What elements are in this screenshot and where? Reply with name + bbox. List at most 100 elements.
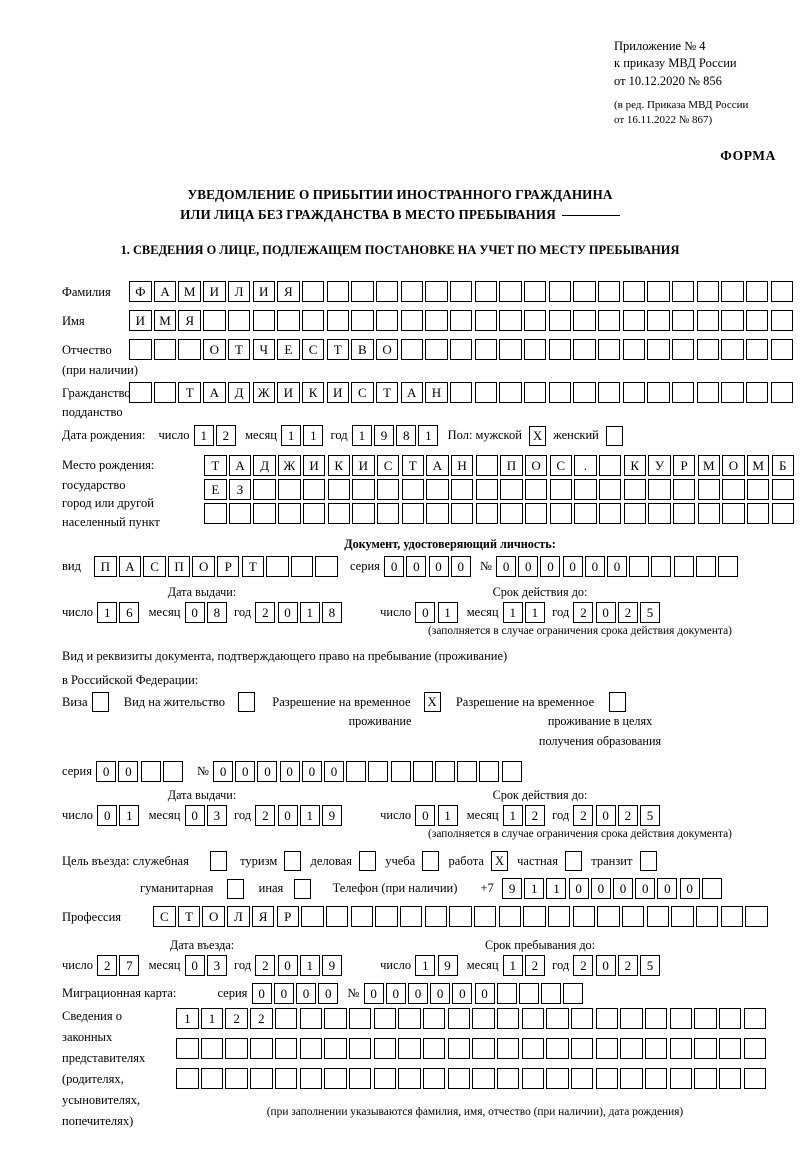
char-box[interactable]: 1 — [502, 955, 523, 976]
char-box[interactable] — [302, 479, 326, 500]
char-box[interactable] — [153, 382, 177, 403]
char-box[interactable]: Т — [178, 382, 201, 403]
char-box[interactable] — [697, 479, 720, 500]
char-box[interactable] — [401, 503, 424, 524]
char-box[interactable] — [572, 906, 595, 927]
char-box[interactable] — [375, 906, 398, 927]
char-box[interactable] — [570, 1008, 594, 1029]
char-box[interactable]: 2 — [250, 1008, 273, 1029]
char-box[interactable] — [375, 281, 399, 302]
char-box[interactable] — [301, 281, 325, 302]
char-box[interactable] — [500, 503, 523, 524]
char-box[interactable] — [496, 1068, 520, 1089]
char-box[interactable]: 1 — [437, 602, 458, 623]
char-box[interactable] — [447, 1068, 470, 1089]
char-box[interactable] — [671, 382, 695, 403]
char-box[interactable]: 2 — [573, 805, 594, 826]
char-box[interactable] — [598, 479, 622, 500]
char-box[interactable]: О — [203, 339, 226, 360]
char-box[interactable]: А — [203, 382, 226, 403]
char-box[interactable] — [373, 1008, 396, 1029]
char-box[interactable] — [541, 983, 562, 1004]
char-box[interactable] — [176, 1038, 199, 1059]
char-box[interactable] — [472, 1008, 495, 1029]
char-box[interactable]: С — [143, 556, 166, 577]
char-box[interactable] — [474, 339, 497, 360]
char-box[interactable]: 0 — [273, 983, 294, 1004]
birthplace-row-3-input[interactable] — [203, 503, 795, 524]
char-box[interactable] — [200, 1068, 224, 1089]
char-box[interactable]: Б — [771, 455, 794, 476]
char-box[interactable]: 0 — [296, 983, 316, 1004]
char-box[interactable] — [346, 761, 367, 782]
char-box[interactable] — [672, 479, 696, 500]
legal-rep-row-3-input[interactable] — [175, 1068, 767, 1089]
char-box[interactable]: А — [400, 382, 423, 403]
char-box[interactable] — [373, 1038, 396, 1059]
char-box[interactable] — [348, 1068, 372, 1089]
char-box[interactable]: Н — [425, 382, 448, 403]
char-box[interactable]: 0 — [540, 556, 561, 577]
char-box[interactable] — [644, 1008, 668, 1029]
char-box[interactable] — [474, 382, 497, 403]
char-box[interactable] — [523, 382, 547, 403]
char-box[interactable]: 0 — [257, 761, 278, 782]
char-box[interactable] — [523, 906, 546, 927]
char-box[interactable]: А — [153, 281, 177, 302]
char-box[interactable]: С — [549, 455, 572, 476]
char-box[interactable]: 0 — [184, 805, 205, 826]
char-box[interactable] — [570, 1038, 594, 1059]
char-box[interactable]: Т — [177, 906, 201, 927]
char-box[interactable] — [696, 310, 719, 331]
char-box[interactable] — [228, 503, 252, 524]
char-box[interactable]: С — [376, 455, 400, 476]
char-box[interactable]: 1 — [299, 955, 320, 976]
char-box[interactable] — [498, 906, 521, 927]
char-box[interactable] — [721, 281, 744, 302]
char-box[interactable] — [449, 281, 473, 302]
char-box[interactable] — [426, 503, 449, 524]
char-box[interactable]: 0 — [407, 983, 428, 1004]
char-box[interactable] — [327, 479, 350, 500]
char-box[interactable]: 1 — [200, 1008, 224, 1029]
char-box[interactable]: 1 — [524, 602, 545, 623]
char-box[interactable] — [647, 339, 670, 360]
visa-checkbox[interactable] — [91, 692, 109, 712]
char-box[interactable] — [250, 1038, 273, 1059]
char-box[interactable] — [720, 906, 743, 927]
char-box[interactable]: 1 — [299, 602, 320, 623]
char-box[interactable]: 0 — [428, 556, 449, 577]
char-box[interactable]: 2 — [617, 955, 638, 976]
char-box[interactable] — [743, 1038, 766, 1059]
char-box[interactable] — [547, 906, 571, 927]
char-box[interactable]: Д — [227, 382, 251, 403]
char-box[interactable]: 5 — [640, 955, 660, 976]
char-box[interactable]: Т — [204, 455, 227, 476]
char-box[interactable]: 0 — [635, 878, 656, 899]
char-box[interactable] — [770, 310, 793, 331]
char-box[interactable] — [153, 339, 177, 360]
char-box[interactable]: 2 — [97, 955, 118, 976]
char-box[interactable] — [479, 761, 500, 782]
char-box[interactable]: Ж — [278, 455, 301, 476]
char-box[interactable]: Т — [227, 339, 251, 360]
char-box[interactable] — [278, 503, 301, 524]
char-box[interactable] — [373, 1068, 396, 1089]
char-box[interactable] — [129, 382, 152, 403]
char-box[interactable]: 0 — [324, 761, 345, 782]
char-box[interactable] — [499, 281, 522, 302]
char-box[interactable] — [622, 382, 645, 403]
char-box[interactable]: Я — [251, 906, 275, 927]
char-box[interactable] — [301, 310, 325, 331]
